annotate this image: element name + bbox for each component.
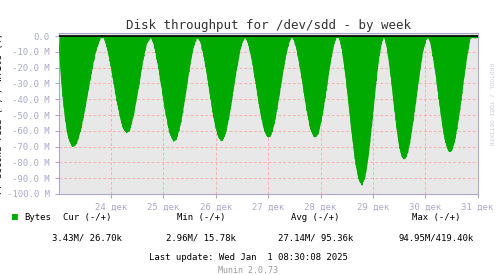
Text: RRDTOOL / TOBI OETIKER: RRDTOOL / TOBI OETIKER [489,63,494,146]
Text: Avg (-/+): Avg (-/+) [291,213,340,222]
Title: Disk throughput for /dev/sdd - by week: Disk throughput for /dev/sdd - by week [126,19,411,32]
Text: 2.96M/ 15.78k: 2.96M/ 15.78k [166,233,236,242]
Text: Cur (-/+): Cur (-/+) [63,213,111,222]
Text: 3.43M/ 26.70k: 3.43M/ 26.70k [52,233,122,242]
Text: Max (-/+): Max (-/+) [412,213,461,222]
Text: 27.14M/ 95.36k: 27.14M/ 95.36k [278,233,353,242]
Text: Last update: Wed Jan  1 08:30:08 2025: Last update: Wed Jan 1 08:30:08 2025 [149,253,348,262]
Y-axis label: Pr second read (-) / write (+): Pr second read (-) / write (+) [0,33,4,194]
Text: Munin 2.0.73: Munin 2.0.73 [219,266,278,274]
Text: Bytes: Bytes [24,213,51,222]
Text: 94.95M/419.40k: 94.95M/419.40k [399,233,474,242]
Text: ■: ■ [12,212,18,222]
Text: Min (-/+): Min (-/+) [177,213,226,222]
